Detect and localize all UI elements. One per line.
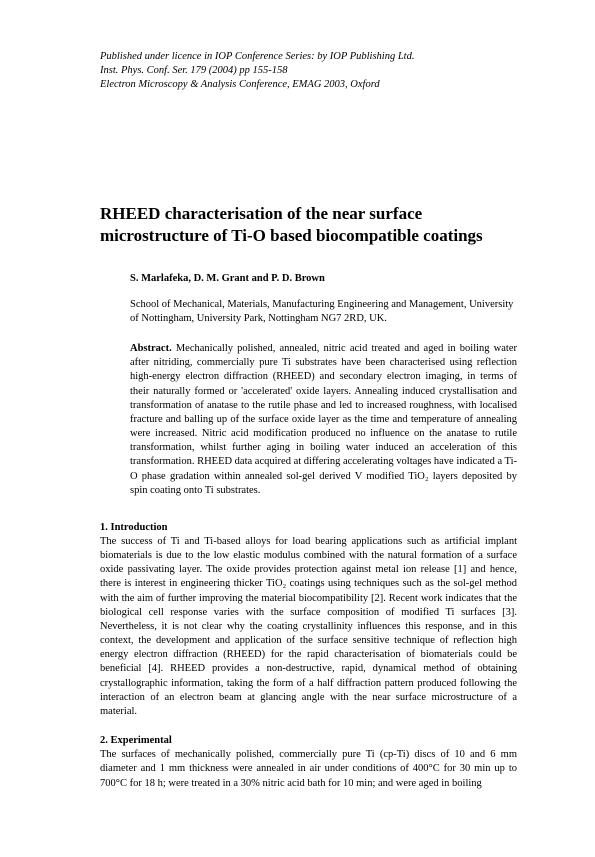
affiliation-block: School of Mechanical, Materials, Manufac… (130, 298, 517, 326)
publication-header: Published under licence in IOP Conferenc… (100, 50, 517, 93)
header-line-conference: Electron Microscopy & Analysis Conferenc… (100, 78, 517, 92)
authors-line: S. Marlafeka, D. M. Grant and P. D. Brow… (130, 273, 517, 284)
section-2-body: The surfaces of mechanically polished, c… (100, 748, 517, 791)
section-1-heading: 1. Introduction (100, 522, 517, 533)
abstract-block: Abstract. Mechanically polished, anneale… (130, 342, 517, 498)
abstract-label: Abstract. (130, 343, 172, 354)
paper-title: RHEED characterisation of the near surfa… (100, 203, 517, 247)
section-1-body: The success of Ti and Ti-based alloys fo… (100, 535, 517, 719)
section-2-heading: 2. Experimental (100, 735, 517, 746)
abstract-text: Mechanically polished, annealed, nitric … (130, 343, 517, 496)
header-line-series: Inst. Phys. Conf. Ser. 179 (2004) pp 155… (100, 64, 517, 78)
header-line-publisher: Published under licence in IOP Conferenc… (100, 50, 517, 64)
